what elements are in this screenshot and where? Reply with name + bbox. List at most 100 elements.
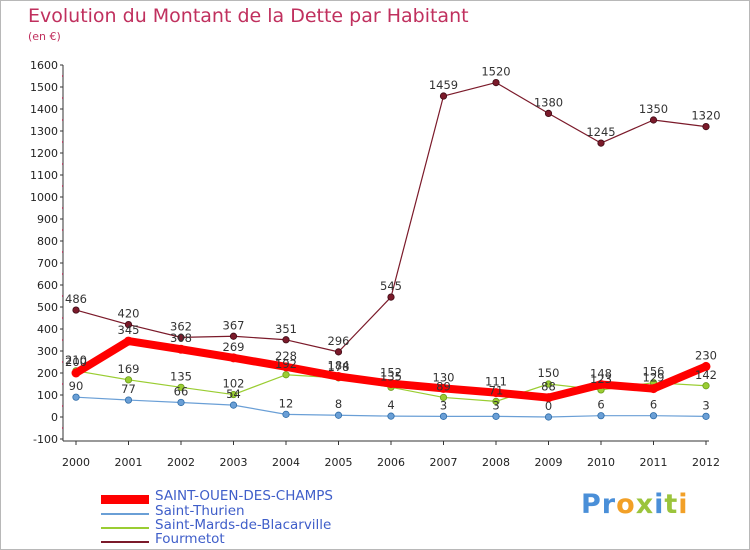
data-label: 200: [65, 355, 87, 369]
y-tick-label: 800: [37, 235, 58, 248]
data-label: 1520: [481, 65, 510, 79]
y-tick-label: -100: [33, 433, 58, 446]
data-label: 169: [118, 362, 140, 376]
x-tick-label: 2007: [430, 456, 458, 469]
proxiti-logo: Proxiti: [581, 489, 689, 520]
y-tick-label: 1200: [30, 147, 58, 160]
x-tick-label: 2003: [220, 456, 248, 469]
data-label: 351: [275, 322, 297, 336]
data-point: [492, 79, 500, 87]
data-label: 1380: [534, 95, 563, 109]
data-label: 210: [65, 353, 87, 367]
series-line: [75, 81, 707, 353]
x-tick-label: 2010: [587, 456, 615, 469]
data-point: [282, 410, 290, 418]
data-point: [649, 116, 658, 124]
data-point: [124, 396, 133, 404]
data-label: 77: [121, 382, 136, 396]
data-point: [439, 92, 448, 100]
data-label: 156: [643, 365, 665, 379]
data-point: [387, 412, 395, 420]
data-label: 1459: [429, 78, 458, 92]
data-label: 148: [590, 366, 612, 380]
data-point: [544, 413, 553, 421]
data-point: [72, 393, 80, 401]
x-tick-label: 2012: [692, 456, 720, 469]
y-tick-label: 700: [37, 257, 58, 270]
data-label: 420: [118, 307, 140, 321]
legend-label: Fourmetot: [155, 531, 225, 547]
data-point: [492, 397, 500, 405]
data-label: 6: [650, 398, 657, 412]
data-point: [334, 348, 343, 356]
data-label: 4: [387, 398, 394, 412]
data-label: 362: [170, 319, 192, 333]
data-point: [71, 368, 81, 378]
data-point: [177, 398, 185, 407]
x-tick-label: 2009: [535, 456, 563, 469]
logo-letter: o: [616, 489, 636, 520]
unit-label: (en €): [28, 30, 61, 43]
y-tick-label: 1400: [30, 103, 58, 116]
data-label: 88: [541, 380, 556, 394]
data-point: [439, 393, 448, 402]
y-tick-label: 1100: [30, 169, 58, 182]
data-label: 111: [485, 375, 507, 389]
data-label: 90: [69, 379, 84, 393]
data-point: [229, 332, 238, 340]
data-label: 367: [223, 318, 245, 332]
data-point: [334, 372, 343, 382]
data-label: 1320: [691, 109, 720, 123]
y-tick-label: 600: [37, 279, 58, 292]
data-point: [229, 390, 238, 399]
data-point: [544, 109, 553, 118]
y-tick-label: 1600: [30, 59, 58, 72]
data-label: 345: [118, 323, 140, 337]
data-label: 1350: [639, 102, 668, 116]
data-point: [492, 412, 500, 420]
data-point: [124, 320, 133, 329]
data-point: [281, 362, 291, 372]
data-label: 12: [279, 396, 294, 410]
data-label: 71: [489, 383, 504, 397]
data-label: 150: [538, 366, 560, 380]
data-label: 296: [328, 334, 350, 348]
y-tick-label: 1500: [30, 81, 58, 94]
data-label: 3: [492, 398, 499, 412]
data-point: [439, 412, 448, 420]
logo-letter: P: [581, 489, 602, 520]
data-label: 269: [223, 340, 245, 354]
y-tick-label: 200: [37, 367, 58, 380]
x-tick-label: 2005: [325, 456, 353, 469]
legend-label: SAINT-OUEN-DES-CHAMPS: [155, 488, 333, 504]
x-tick-label: 2004: [272, 456, 300, 469]
legend-label: Saint-Thurien: [155, 503, 245, 519]
logo-letter: i: [654, 489, 665, 520]
data-point: [702, 382, 710, 390]
data-point: [282, 371, 290, 379]
legend-swatch: [101, 527, 149, 529]
data-point: [544, 393, 553, 403]
data-point: [282, 336, 290, 344]
data-label: 102: [223, 377, 245, 391]
data-point: [334, 411, 343, 419]
logo-letter: i: [678, 489, 689, 520]
data-point: [596, 379, 606, 389]
data-label: 123: [590, 372, 612, 386]
legend-swatch: [101, 541, 149, 543]
data-point: [124, 336, 133, 346]
data-point: [229, 401, 238, 409]
data-label: 135: [170, 369, 192, 383]
data-label: 178: [328, 360, 350, 374]
data-label: 3: [440, 398, 447, 412]
data-label: 184: [328, 359, 350, 373]
data-label: 308: [170, 331, 192, 345]
y-tick-label: 100: [37, 389, 58, 402]
y-tick-label: 1300: [30, 125, 58, 138]
legend-swatch: [101, 494, 149, 504]
data-label: 135: [380, 369, 402, 383]
y-tick-label: 900: [37, 213, 58, 226]
data-point: [491, 388, 501, 398]
data-point: [176, 344, 186, 354]
